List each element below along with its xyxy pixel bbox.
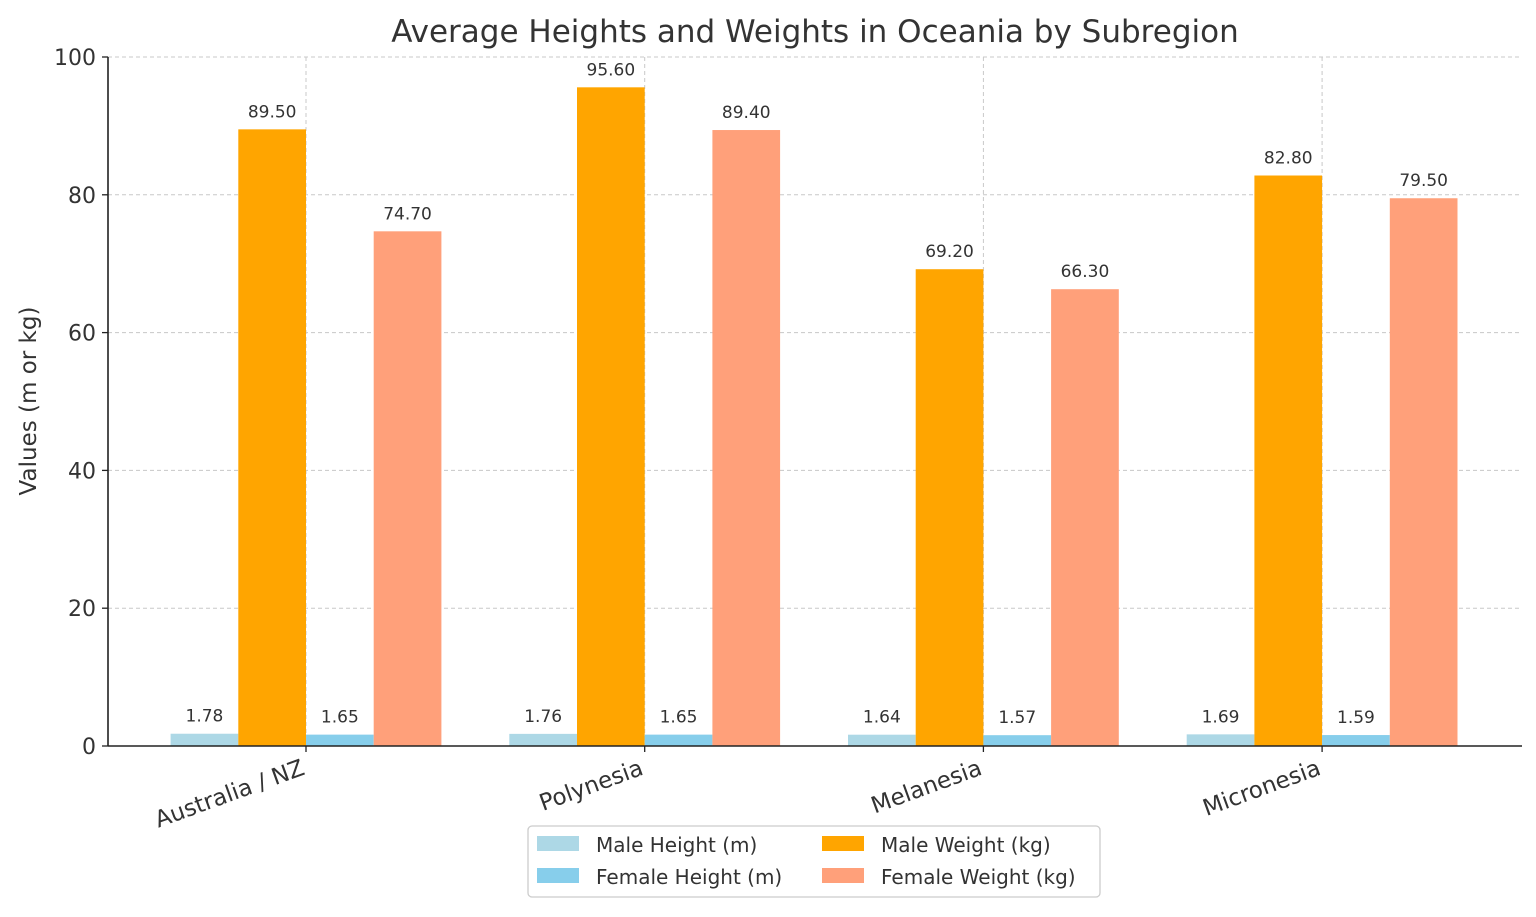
data-label: 1.57: [998, 708, 1036, 728]
bar: [1186, 734, 1255, 746]
data-label: 1.78: [186, 707, 224, 727]
y-tick-label: 80: [68, 184, 96, 209]
bar: [983, 735, 1052, 746]
x-tick-label: Micronesia: [1200, 755, 1325, 822]
bar: [644, 734, 713, 746]
data-label: 79.50: [1399, 171, 1448, 191]
bar: [509, 733, 577, 746]
legend-label: Male Weight (kg): [881, 833, 1051, 857]
y-tick-label: 20: [68, 597, 96, 622]
data-label: 1.65: [660, 708, 698, 728]
chart-title: Average Heights and Weights in Oceania b…: [391, 14, 1238, 50]
data-label: 89.40: [722, 103, 771, 123]
data-label: 1.64: [863, 708, 901, 728]
data-label: 82.80: [1264, 149, 1313, 169]
legend-swatch: [537, 836, 579, 851]
data-label: 95.60: [587, 60, 636, 80]
legend-label: Female Height (m): [596, 865, 782, 889]
data-label: 89.50: [248, 102, 297, 122]
bar: [848, 734, 916, 746]
data-label: 1.59: [1337, 708, 1375, 728]
legend-label: Male Height (m): [596, 833, 757, 857]
legend-swatch: [822, 868, 864, 883]
bar: [306, 734, 374, 746]
x-tick-label: Melanesia: [868, 755, 986, 819]
y-tick-label: 60: [68, 322, 96, 347]
data-label: 1.76: [524, 707, 562, 727]
bar: [577, 87, 645, 747]
data-label: 74.70: [383, 204, 432, 224]
bar: [1389, 198, 1458, 746]
bar: [170, 733, 239, 746]
legend-swatch: [822, 836, 864, 851]
data-label: 1.69: [1202, 707, 1240, 727]
legend-label: Female Weight (kg): [881, 865, 1076, 889]
bar: [238, 129, 306, 747]
y-tick-label: 40: [68, 459, 96, 484]
bar: [1254, 175, 1323, 746]
data-label: 66.30: [1061, 262, 1110, 282]
data-label: 69.20: [925, 242, 974, 262]
y-tick-label: 0: [82, 735, 96, 760]
legend-swatch: [537, 868, 579, 883]
y-axis-label: Values (m or kg): [16, 307, 42, 496]
legend-box: [527, 825, 1101, 898]
x-tick-label: Australia / NZ: [152, 755, 308, 833]
bar: [712, 130, 781, 746]
x-tick-label: Polynesia: [536, 755, 647, 816]
bar: [915, 269, 984, 746]
bar: [1322, 735, 1390, 746]
data-label: 1.65: [321, 708, 359, 728]
bar: [373, 231, 442, 746]
bar: [1051, 289, 1119, 746]
y-tick-label: 100: [54, 46, 96, 71]
